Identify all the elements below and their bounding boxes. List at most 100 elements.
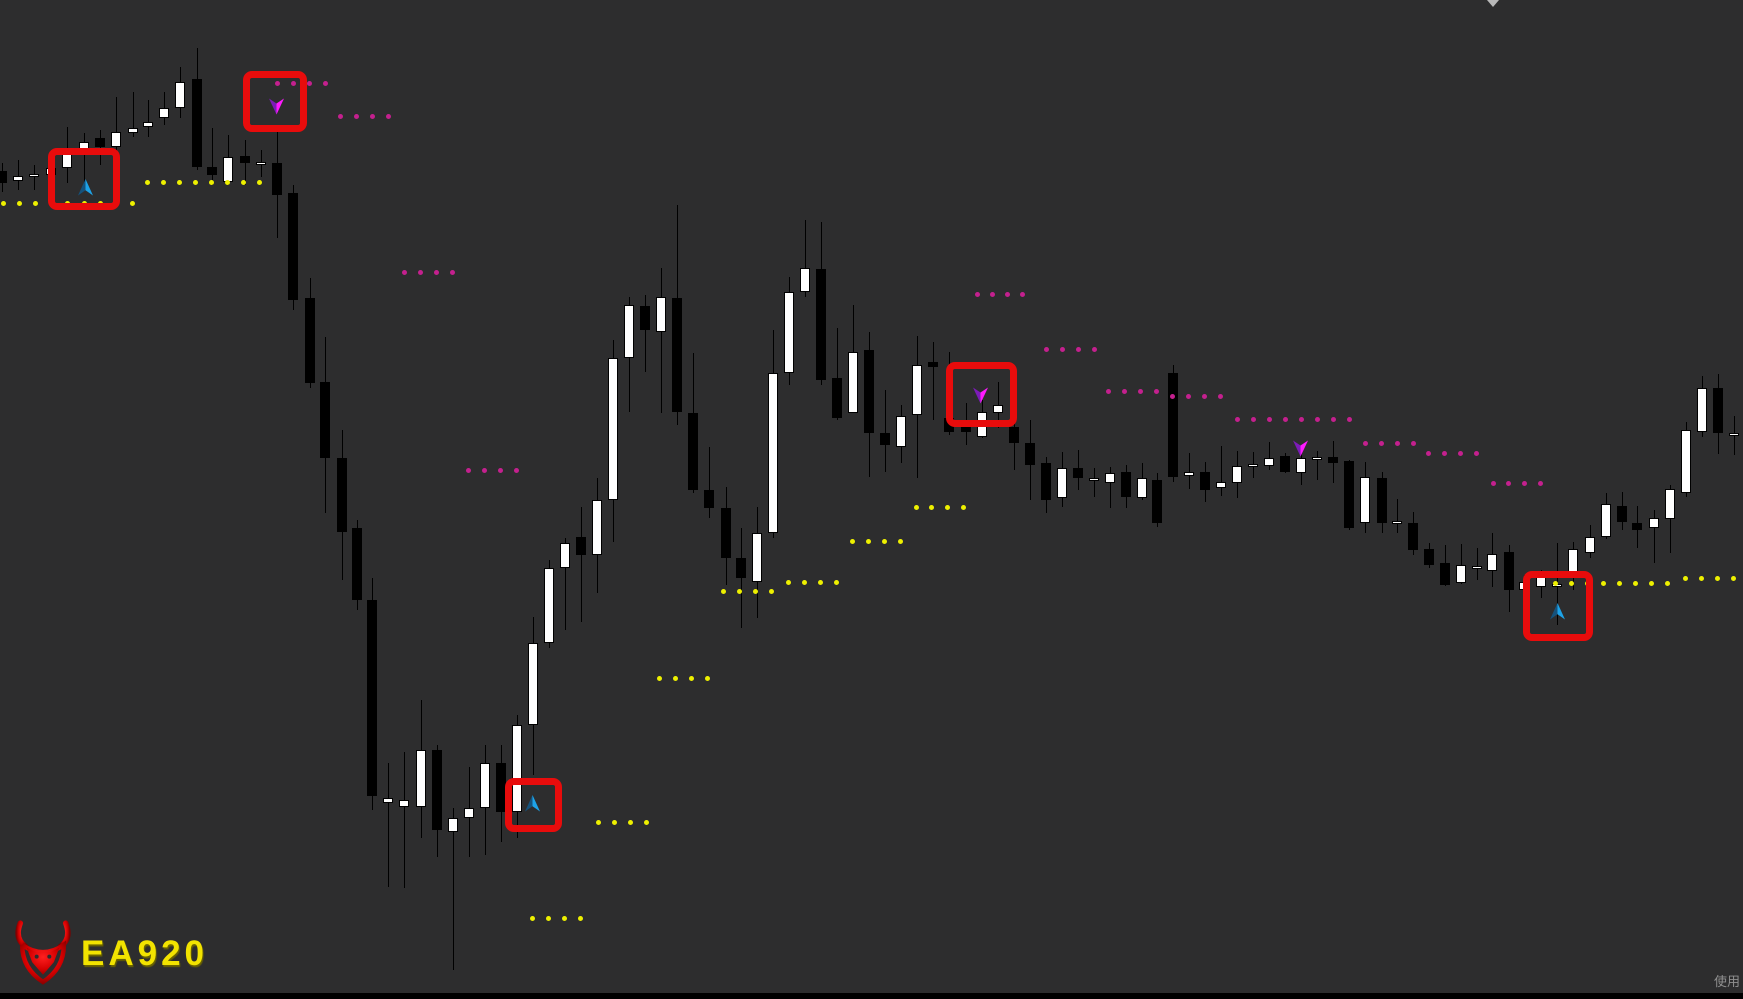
candle-wick <box>1670 485 1671 553</box>
candle-body <box>352 528 362 600</box>
brand-logo: EA920 <box>14 920 208 986</box>
resistance-dot <box>1121 388 1127 394</box>
support-dot <box>689 675 695 681</box>
candle-body <box>560 543 570 568</box>
candle-body <box>704 490 714 508</box>
candle-wick <box>565 538 566 630</box>
buy-arrow-icon <box>76 178 95 197</box>
candle-body <box>0 171 7 183</box>
support-dot <box>144 179 150 185</box>
resistance-dot <box>1441 450 1447 456</box>
candle-wick <box>1397 499 1398 533</box>
support-dot <box>705 675 711 681</box>
candle-body <box>192 79 202 167</box>
candle-body <box>864 350 874 433</box>
support-dot <box>1632 580 1638 586</box>
candle-body <box>768 373 778 533</box>
candle-body <box>1152 480 1162 523</box>
signal-highlight-box <box>1523 571 1593 641</box>
candle-body <box>272 163 282 195</box>
candle-body <box>383 798 393 803</box>
candle-wick <box>1094 468 1095 497</box>
candle-body <box>288 193 298 300</box>
signal-highlight-box <box>946 362 1017 427</box>
support-dot <box>865 538 871 544</box>
resistance-dot <box>1266 416 1272 422</box>
resistance-dot <box>1425 450 1431 456</box>
candle-body <box>928 362 938 367</box>
candle-wick <box>100 130 101 165</box>
support-dot <box>913 504 919 510</box>
candle-body <box>512 725 522 812</box>
candle-body <box>1121 472 1131 497</box>
signal-highlight-box <box>48 148 120 210</box>
support-dot <box>672 675 678 681</box>
candle-body <box>800 268 810 292</box>
support-dot <box>130 200 136 206</box>
candle-body <box>544 568 554 643</box>
buy-arrow-icon <box>1548 602 1567 621</box>
support-dot <box>785 579 791 585</box>
candle-body <box>1312 457 1322 460</box>
support-dot <box>1600 580 1606 586</box>
support-dot <box>817 579 823 585</box>
candle-body <box>1200 472 1210 490</box>
candle-body <box>1456 565 1466 583</box>
sell-arrow-icon <box>267 97 286 116</box>
support-dot <box>561 915 567 921</box>
resistance-dot <box>1075 346 1081 352</box>
support-dot <box>960 504 966 510</box>
support-dot <box>736 588 742 594</box>
resistance-dot <box>1506 480 1512 486</box>
support-dot <box>833 579 839 585</box>
resistance-dot <box>401 269 407 275</box>
resistance-dot <box>1169 393 1175 399</box>
candle-body <box>736 558 746 578</box>
candle-body <box>848 352 858 413</box>
candle-body <box>608 358 618 500</box>
resistance-dot <box>1410 440 1416 446</box>
candle-body <box>656 297 666 332</box>
candle-body <box>672 298 682 412</box>
candle-body <box>480 763 490 808</box>
candle-wick <box>1654 510 1655 563</box>
candle-body <box>1392 521 1402 524</box>
watermark-text: 使用 <box>1714 974 1741 989</box>
candle-body <box>223 157 233 182</box>
candle-body <box>880 433 890 445</box>
resistance-dot <box>1091 346 1097 352</box>
resistance-dot <box>1019 291 1025 297</box>
resistance-dot <box>1153 388 1159 394</box>
candle-body <box>1585 537 1595 553</box>
candle-body <box>416 750 426 807</box>
candle-body <box>1697 388 1707 432</box>
resistance-dot <box>1330 416 1336 422</box>
resistance-dot <box>1537 480 1543 486</box>
candle-body <box>1232 466 1242 483</box>
candle-body <box>111 132 121 147</box>
candle-body <box>1041 463 1051 500</box>
support-dot <box>881 538 887 544</box>
candle-body <box>1280 456 1290 472</box>
candle-body <box>640 306 650 330</box>
mouse-cursor-icon <box>1487 0 1499 7</box>
candle-body <box>399 800 409 807</box>
candle-body <box>1089 478 1099 481</box>
candle-body <box>528 643 538 725</box>
candle-body <box>1344 461 1354 528</box>
candle-body <box>432 750 442 830</box>
candle-body <box>1264 458 1274 466</box>
candle-wick <box>1461 544 1462 584</box>
candle-body <box>496 763 506 812</box>
candle-body <box>1216 482 1226 488</box>
candle-body <box>1424 549 1434 565</box>
resistance-dot <box>1314 416 1320 422</box>
support-dot <box>769 588 775 594</box>
signal-highlight-box <box>505 778 562 832</box>
candle-wick <box>1221 446 1222 496</box>
candle-wick <box>1317 451 1318 480</box>
candle-body <box>159 108 169 118</box>
support-dot <box>577 915 583 921</box>
